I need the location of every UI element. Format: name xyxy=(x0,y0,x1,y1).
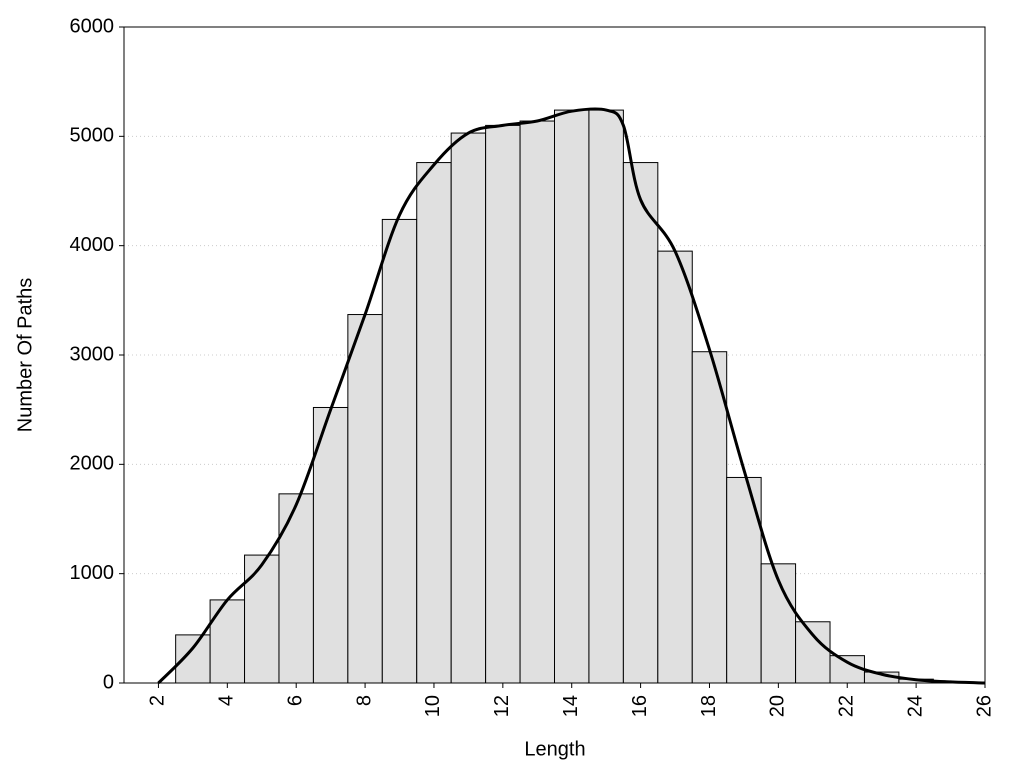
bar xyxy=(175,634,211,684)
bar xyxy=(691,351,728,684)
bar xyxy=(209,599,246,684)
x-tick-label: 6 xyxy=(284,695,306,706)
x-tick-label: 12 xyxy=(491,695,513,717)
x-tick-label: 8 xyxy=(353,695,375,706)
x-tick-label: 16 xyxy=(629,695,651,717)
bar xyxy=(657,250,693,684)
bar xyxy=(519,120,555,684)
y-tick-label: 0 xyxy=(103,671,114,693)
y-tick-label: 5000 xyxy=(70,125,115,147)
y-tick-label: 4000 xyxy=(70,234,115,256)
x-tick-label: 20 xyxy=(767,695,789,717)
x-tick-label: 2 xyxy=(147,695,169,706)
bar xyxy=(347,314,383,684)
bar xyxy=(312,406,349,684)
x-tick-label: 10 xyxy=(422,695,444,717)
bar xyxy=(554,109,590,684)
bar xyxy=(381,218,418,684)
x-tick-label: 24 xyxy=(904,695,926,717)
x-axis-label: Length xyxy=(524,738,585,760)
density-line xyxy=(157,107,986,685)
y-tick-label: 2000 xyxy=(70,453,115,475)
plot-frame xyxy=(123,26,986,684)
bar xyxy=(829,655,865,684)
bar xyxy=(450,132,487,684)
y-tick-label: 1000 xyxy=(70,562,115,584)
x-tick-label: 22 xyxy=(836,695,858,717)
x-tick-label: 4 xyxy=(216,695,238,706)
y-axis-label: Number Of Paths xyxy=(14,278,36,433)
bar xyxy=(485,124,521,684)
x-tick-label: 14 xyxy=(560,695,582,717)
x-tick-label: 26 xyxy=(973,695,995,717)
bar xyxy=(278,493,314,684)
bar xyxy=(795,621,831,684)
y-tick-label: 3000 xyxy=(70,343,115,365)
bar xyxy=(244,554,280,684)
y-tick-label: 6000 xyxy=(70,15,115,37)
bar xyxy=(588,109,624,684)
bar xyxy=(416,162,452,684)
bar xyxy=(622,162,659,684)
x-tick-label: 18 xyxy=(698,695,720,717)
